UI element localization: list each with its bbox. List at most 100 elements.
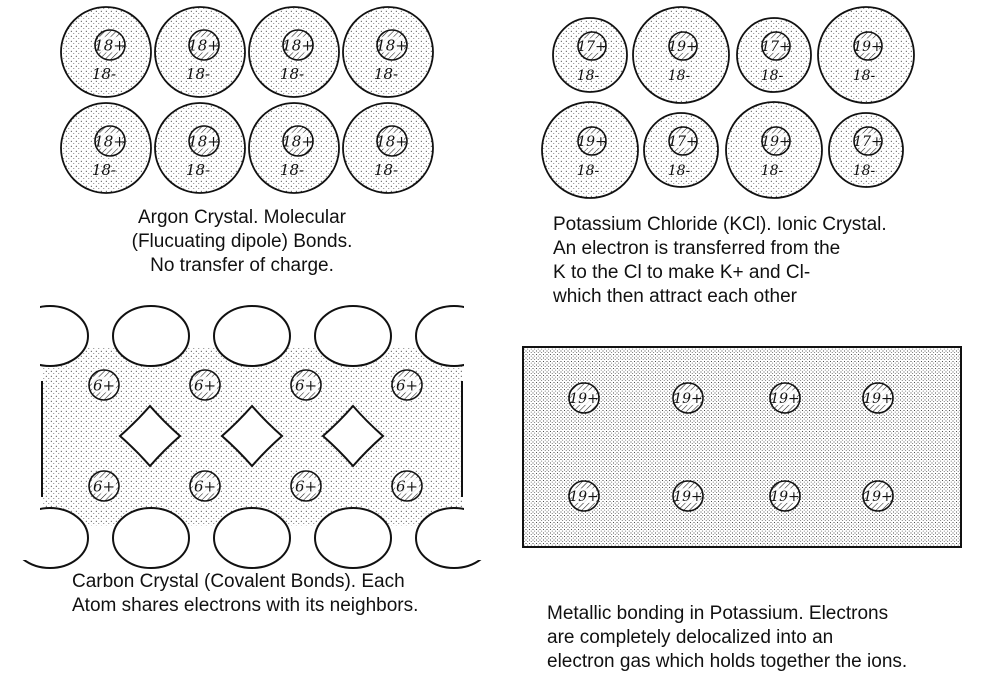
argon-atom-1-3-label-bg bbox=[380, 132, 404, 149]
carbon-atom-1-2-label-bg bbox=[294, 477, 318, 494]
kcl-cl-ion-0-0-label-bg bbox=[580, 38, 604, 53]
kcl-cl-ion-0-0-charge-label: 17+ bbox=[577, 39, 607, 55]
carbon-atom-1-0-charge-label: 6+ bbox=[93, 477, 115, 495]
potassium-ion-0-2-label-bg bbox=[773, 390, 797, 405]
argon-atom-0-3-charge-label: 18+ bbox=[376, 36, 408, 54]
kcl-caption-line-4: which then attract each other bbox=[553, 286, 797, 307]
carbon-atom-0-3-label-bg bbox=[395, 376, 419, 393]
argon-atom-0-1-electron-label: 18- bbox=[186, 65, 210, 83]
carbon-atom-0-2-label-bg bbox=[294, 376, 318, 393]
carbon-top-notch-1 bbox=[112, 305, 190, 367]
kcl-caption-line-3: K to the Cl to make K+ and Cl- bbox=[553, 262, 811, 283]
argon-atom-1-1-label-bg bbox=[192, 132, 216, 149]
carbon-atom-0-0-label-bg bbox=[92, 376, 116, 393]
potassium-ion-1-0-charge-label: 19+ bbox=[569, 489, 599, 505]
carbon-atom-1-3-charge-label: 6+ bbox=[396, 477, 418, 495]
metal-caption: Metallic bonding in Potassium. Electrons… bbox=[547, 602, 907, 674]
potassium-ion-0-0-label-bg bbox=[572, 390, 596, 405]
carbon-caption: Carbon Crystal (Covalent Bonds). Each At… bbox=[72, 570, 418, 618]
carbon-top-notch-3 bbox=[314, 305, 392, 367]
potassium-ion-0-3-charge-label: 19+ bbox=[863, 391, 893, 407]
argon-atom-1-0-electron-label: 18- bbox=[92, 161, 116, 179]
argon-atom-1-1-electron-label: 18- bbox=[186, 161, 210, 179]
carbon-lattice-hole-0 bbox=[118, 404, 182, 468]
metal-caption-line-1: Metallic bonding in Potassium. Electrons bbox=[547, 603, 889, 624]
kcl-k-ion-1-2-label-bg bbox=[764, 133, 788, 148]
carbon-top-notch-2 bbox=[213, 305, 291, 367]
argon-atom-0-3-electron-label: 18- bbox=[374, 65, 398, 83]
potassium-ion-1-3-label-bg bbox=[866, 488, 890, 503]
kcl-k-ion-1-0-charge-label: 19+ bbox=[577, 134, 607, 150]
kcl-cl-ion-1-1-label-bg bbox=[671, 133, 695, 148]
carbon-caption-line-2: Atom shares electrons with its neighbors… bbox=[72, 595, 419, 616]
carbon-lattice-hole-2 bbox=[321, 404, 385, 468]
carbon-atom-0-3-charge-label: 6+ bbox=[396, 376, 418, 394]
argon-caption-line-1: Argon Crystal. Molecular bbox=[137, 207, 347, 228]
kcl-k-ion-1-0-electron-label: 18- bbox=[577, 163, 600, 179]
carbon-right-mask bbox=[464, 300, 514, 560]
argon-atom-1-2-label-bg bbox=[286, 132, 310, 149]
potassium-ion-0-2-charge-label: 19+ bbox=[770, 391, 800, 407]
kcl-k-ion-0-3-charge-label: 19+ bbox=[853, 39, 883, 55]
potassium-ion-1-1-charge-label: 19+ bbox=[673, 489, 703, 505]
potassium-ion-1-1-label-bg bbox=[676, 488, 700, 503]
carbon-caption-line-1: Carbon Crystal (Covalent Bonds). Each bbox=[72, 571, 405, 592]
potassium-ion-1-2-charge-label: 19+ bbox=[770, 489, 800, 505]
kcl-caption-line-1: Potassium Chloride (KCl). Ionic Crystal. bbox=[553, 214, 887, 235]
kcl-k-ion-0-1-label-bg bbox=[671, 38, 695, 53]
argon-atom-0-0-label-bg bbox=[98, 36, 122, 53]
kcl-cl-ion-0-2-electron-label: 18- bbox=[761, 68, 784, 84]
kcl-crystal-panel: 17+ 18- 19+ 18- 17+ 18- 19+ 18- 19+ 18- 17+ 18- 19+ 1… bbox=[541, 6, 915, 199]
carbon-atom-0-1-charge-label: 6+ bbox=[194, 376, 216, 394]
argon-caption-line-3: No transfer of charge. bbox=[150, 255, 334, 276]
kcl-cl-ion-1-3-label-bg bbox=[856, 133, 880, 148]
carbon-crystal-panel: 6+ 6+ 6+ 6+ 6+ 6+ 6+ 6+ bbox=[0, 300, 514, 569]
argon-atom-0-2-electron-label: 18- bbox=[280, 65, 304, 83]
carbon-bottom-notch-2 bbox=[213, 507, 291, 569]
carbon-atom-1-2-charge-label: 6+ bbox=[295, 477, 317, 495]
kcl-cl-ion-1-1-electron-label: 18- bbox=[668, 163, 691, 179]
potassium-ion-0-1-charge-label: 19+ bbox=[673, 391, 703, 407]
argon-caption-line-2: (Flucuating dipole) Bonds. bbox=[131, 231, 353, 252]
potassium-ion-1-2-label-bg bbox=[773, 488, 797, 503]
metallic-potassium-panel: 19+ 19+ 19+ 19+ 19+ 19+ 19+ 19+ bbox=[522, 346, 962, 548]
argon-atom-1-3-electron-label: 18- bbox=[374, 161, 398, 179]
kcl-cl-ion-1-1-charge-label: 17+ bbox=[668, 134, 698, 150]
kcl-k-ion-1-2-charge-label: 19+ bbox=[761, 134, 791, 150]
argon-atom-0-3-label-bg bbox=[380, 36, 404, 53]
argon-atom-1-1-charge-label: 18+ bbox=[188, 132, 220, 150]
argon-atom-0-1-label-bg bbox=[192, 36, 216, 53]
metal-caption-line-3: electron gas which holds together the io… bbox=[547, 651, 908, 672]
carbon-bottom-notch-1 bbox=[112, 507, 190, 569]
kcl-cl-ion-0-2-label-bg bbox=[764, 38, 788, 53]
carbon-atom-1-3-label-bg bbox=[395, 477, 419, 494]
kcl-k-ion-0-3-electron-label: 18- bbox=[853, 68, 876, 84]
argon-atom-1-0-charge-label: 18+ bbox=[94, 132, 126, 150]
kcl-cl-ion-1-3-electron-label: 18- bbox=[853, 163, 876, 179]
kcl-caption-line-2: An electron is transferred from the bbox=[553, 238, 841, 259]
carbon-atom-0-0-charge-label: 6+ bbox=[93, 376, 115, 394]
kcl-k-ion-1-0-label-bg bbox=[580, 133, 604, 148]
argon-atom-0-2-label-bg bbox=[286, 36, 310, 53]
kcl-k-ion-0-1-charge-label: 19+ bbox=[668, 39, 698, 55]
argon-atom-0-0-electron-label: 18- bbox=[92, 65, 116, 83]
argon-atom-0-1-charge-label: 18+ bbox=[188, 36, 220, 54]
argon-atom-1-0-label-bg bbox=[98, 132, 122, 149]
metal-caption-line-2: are completely delocalized into an bbox=[547, 627, 834, 648]
carbon-atom-0-2-charge-label: 6+ bbox=[295, 376, 317, 394]
kcl-cl-ion-1-3-charge-label: 17+ bbox=[853, 134, 883, 150]
carbon-lattice-hole-1 bbox=[220, 404, 284, 468]
argon-atom-1-3-charge-label: 18+ bbox=[376, 132, 408, 150]
argon-crystal-panel: 18+ 18- 18+ 18- 18+ 18- 18+ 18- 18+ 18- 18+ 18- 18+ 1… bbox=[60, 6, 434, 194]
carbon-left-mask bbox=[0, 300, 40, 560]
potassium-ion-0-3-label-bg bbox=[866, 390, 890, 405]
argon-atom-1-2-charge-label: 18+ bbox=[282, 132, 314, 150]
carbon-atom-1-1-charge-label: 6+ bbox=[194, 477, 216, 495]
carbon-atom-0-1-label-bg bbox=[193, 376, 217, 393]
electron-gas-region bbox=[522, 346, 962, 548]
carbon-atom-1-1-label-bg bbox=[193, 477, 217, 494]
potassium-ion-1-0-label-bg bbox=[572, 488, 596, 503]
argon-atom-0-2-charge-label: 18+ bbox=[282, 36, 314, 54]
kcl-k-ion-1-2-electron-label: 18- bbox=[761, 163, 784, 179]
